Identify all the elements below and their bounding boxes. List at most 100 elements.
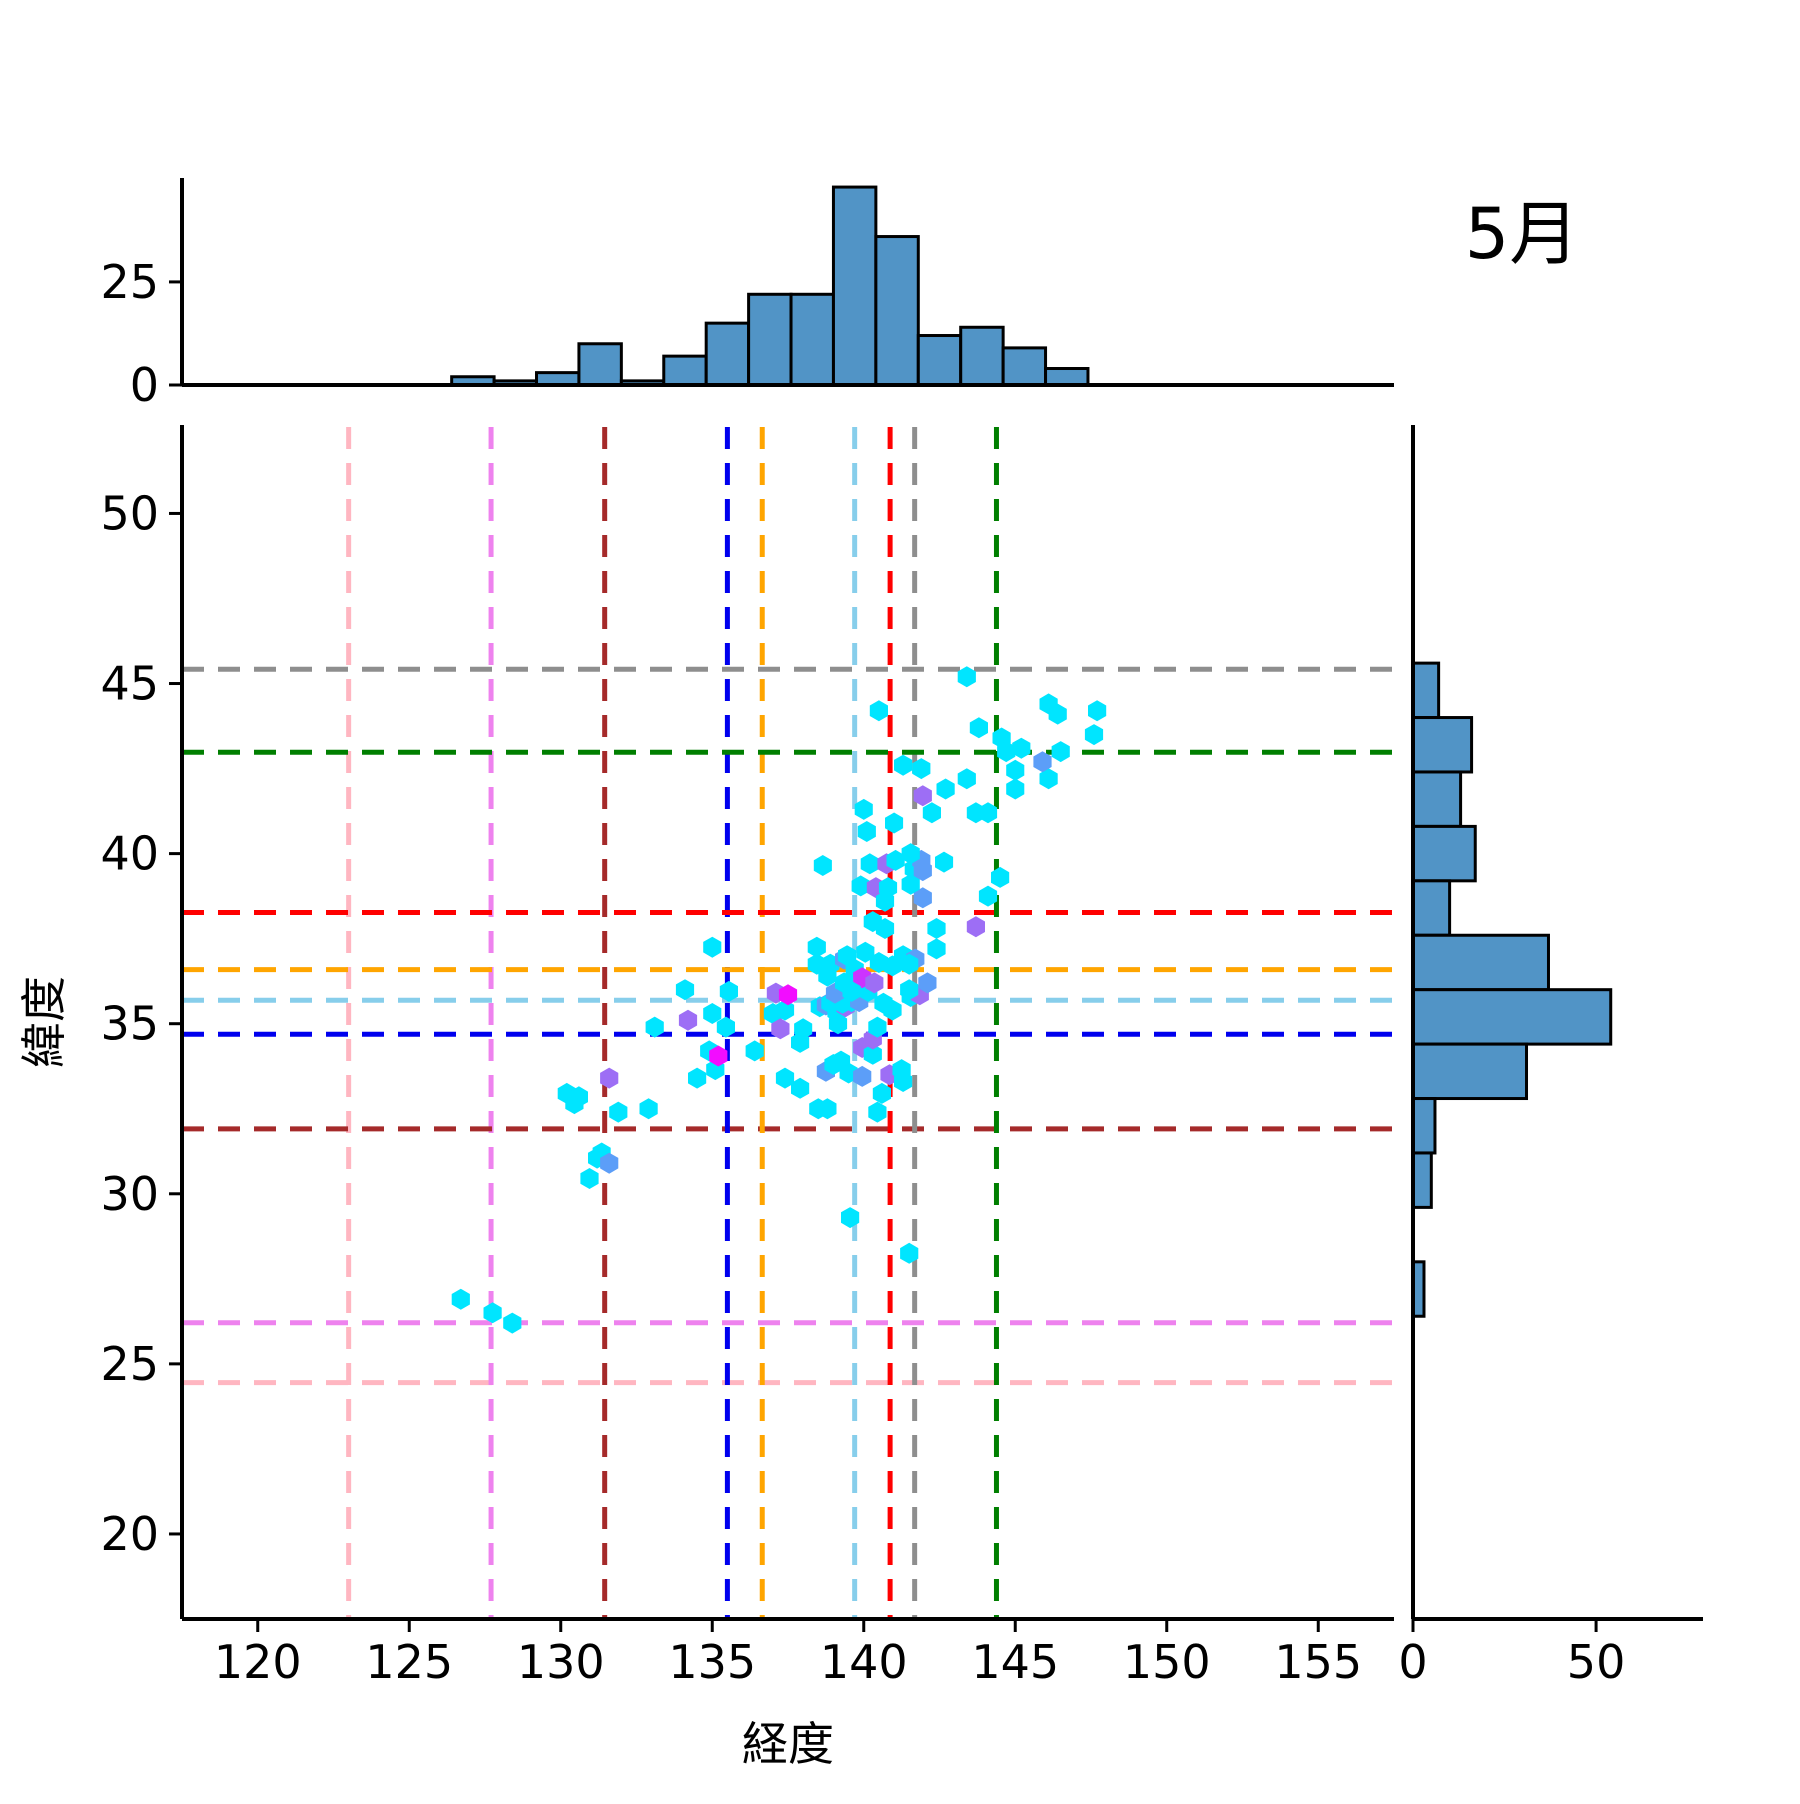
top-hist-bar: [704, 321, 751, 387]
right-hist-bar: [1411, 716, 1474, 774]
scatter-point: [875, 918, 895, 939]
scatter-point: [854, 798, 873, 820]
scatter-point: [913, 860, 932, 882]
scatter-points: [451, 666, 1107, 1334]
scatter-point: [600, 1152, 619, 1174]
scatter-point: [791, 1031, 810, 1053]
scatter-point: [791, 1077, 810, 1099]
right-hist-bar: [1411, 1151, 1433, 1209]
scatter-point: [716, 1016, 735, 1038]
scatter-point: [957, 768, 976, 790]
top-histogram: [450, 185, 1090, 387]
top-hist-bar: [747, 292, 793, 387]
scatter-point: [1051, 741, 1070, 763]
scatter-point: [894, 1071, 913, 1092]
scatter-point: [901, 873, 920, 895]
scatter-point: [913, 887, 932, 909]
scatter-point: [1006, 759, 1025, 781]
scatter-point: [645, 1016, 664, 1038]
scatter-point: [1006, 778, 1025, 800]
top-hist-bar: [1044, 367, 1090, 387]
y-tick-label: 45: [100, 657, 159, 711]
y-tick-label: 50: [100, 486, 159, 540]
scatter-point: [912, 758, 931, 780]
y-tick-label: 40: [100, 827, 159, 881]
scatter-point: [927, 938, 946, 960]
scatter-point: [857, 821, 876, 842]
top-hist-bar: [874, 235, 920, 387]
right-hist-bar: [1411, 770, 1463, 828]
scatter-point: [872, 1082, 891, 1104]
scatter-point: [703, 1003, 722, 1024]
scatter-point: [807, 936, 826, 958]
scatter-point: [936, 778, 955, 800]
y-tick-label: 25: [100, 255, 159, 309]
scatter-point: [569, 1086, 588, 1108]
x-tick-label: 150: [1123, 1635, 1211, 1689]
x-tick-label: 140: [820, 1635, 908, 1689]
top-hist-bar: [831, 185, 878, 387]
scatter-point: [842, 980, 861, 1002]
scatter-point: [813, 855, 832, 876]
scatter-point: [745, 1040, 764, 1062]
scatter-point: [1084, 724, 1104, 746]
scatter-point: [483, 1302, 502, 1324]
scatter-point: [868, 1016, 887, 1038]
scatter-point: [775, 999, 795, 1021]
scatter-point: [869, 700, 888, 722]
plot-title: 5月: [1465, 193, 1580, 275]
scatter-point: [703, 936, 722, 958]
y-tick-label: 35: [100, 997, 159, 1051]
scatter-point: [901, 843, 920, 865]
x-tick-label: 145: [971, 1635, 1059, 1689]
scatter-point: [957, 666, 976, 688]
y-tick-label: 0: [130, 358, 159, 412]
scatter-point: [609, 1101, 628, 1123]
x-tick-label: 135: [668, 1635, 756, 1689]
right-hist-bar: [1411, 933, 1550, 992]
scatter-point: [875, 890, 895, 912]
scatter-point: [918, 972, 937, 994]
scatter-point: [580, 1168, 599, 1189]
y-axis-label: 緯度: [17, 976, 71, 1068]
scatter-point: [1012, 737, 1031, 759]
right-hist-bar: [1411, 824, 1477, 883]
scatter-point: [841, 1207, 860, 1229]
scatter-point: [935, 851, 954, 873]
crosshair-lines: [182, 427, 1394, 1619]
x-tick-label: 155: [1274, 1635, 1362, 1689]
scatter-point: [853, 1065, 872, 1087]
scatter-point: [978, 885, 998, 907]
scatter-point: [966, 916, 985, 938]
scatter-point: [865, 972, 884, 994]
right-histogram: [1411, 661, 1613, 1318]
scatter-point: [863, 1043, 882, 1065]
scatter-point: [688, 1067, 707, 1089]
scatter-point: [894, 754, 913, 776]
scatter-point: [997, 741, 1016, 763]
scatter-point: [775, 1067, 795, 1089]
scatter-point: [900, 979, 919, 1001]
scatter-point: [885, 812, 904, 834]
scatter-point: [719, 980, 738, 1002]
scatter-point: [1048, 703, 1067, 725]
scatter-point: [678, 1009, 698, 1031]
top-hist-bar: [662, 354, 708, 387]
scatter-point: [913, 785, 932, 807]
scatter-point: [991, 866, 1010, 888]
scatter-point: [451, 1288, 470, 1310]
scatter-point: [1039, 768, 1058, 790]
scatter-point: [778, 984, 798, 1006]
y-tick-label: 20: [100, 1507, 159, 1561]
x-tick-label: 120: [214, 1635, 302, 1689]
scatter-point: [922, 802, 941, 824]
scatter-point: [639, 1098, 658, 1120]
y-tick-label: 25: [100, 1337, 159, 1391]
right-hist-bar: [1411, 879, 1452, 937]
scatter-point: [978, 802, 998, 824]
scatter-point: [851, 875, 870, 897]
axes-spines-and-ticks: 120 125 130 135 140 145 150 155 20 25 30 35 40 45 50 0 2…: [100, 178, 1703, 1689]
top-hist-bar: [789, 292, 835, 387]
scatter-point: [818, 1098, 837, 1120]
